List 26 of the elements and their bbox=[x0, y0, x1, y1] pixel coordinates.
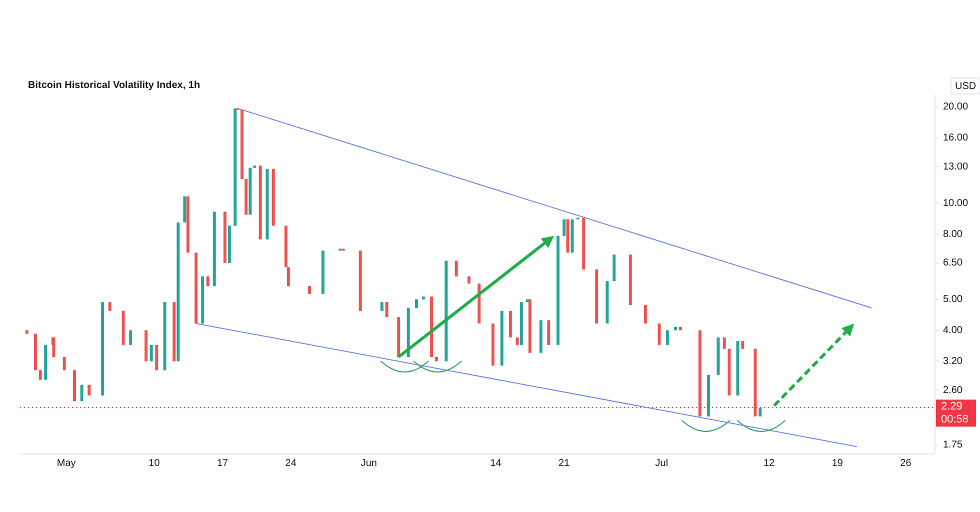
y-tick-label: 4.00 bbox=[942, 325, 963, 336]
y-tick-label: 6.50 bbox=[942, 258, 963, 269]
y-tick-label: 10.00 bbox=[942, 198, 968, 209]
y-tick-label: 2.60 bbox=[942, 384, 963, 396]
ref-line-label: 2.29 bbox=[940, 400, 962, 413]
y-tick-label: 16.00 bbox=[942, 132, 968, 144]
y-tick-label: 5.00 bbox=[942, 294, 963, 306]
x-tick-label: 24 bbox=[285, 458, 297, 469]
x-tick-label: 12 bbox=[763, 458, 776, 469]
y-axis-title: USD bbox=[954, 80, 976, 92]
x-tick-label: 21 bbox=[558, 458, 570, 469]
y-tick-label: 20.00 bbox=[942, 102, 968, 113]
x-tick-label: 19 bbox=[832, 458, 844, 469]
x-tick-label: 10 bbox=[148, 458, 160, 469]
text: 00:58 bbox=[940, 414, 969, 426]
x-tick-label: May bbox=[56, 458, 76, 469]
x-tick-label: Jul bbox=[655, 458, 668, 469]
x-tick-label: 26 bbox=[900, 458, 912, 469]
x-tick-label: 17 bbox=[216, 458, 229, 469]
y-tick-label: 1.75 bbox=[942, 440, 963, 451]
x-tick-label: 14 bbox=[490, 458, 502, 469]
y-tick-label: 3.20 bbox=[942, 356, 963, 367]
y-tick-label: 13.00 bbox=[942, 161, 968, 172]
y-tick-label: 8.00 bbox=[942, 228, 963, 240]
x-tick-label: Jun bbox=[360, 458, 377, 469]
chart-title: Bitcoin Historical Volatility Index, 1h bbox=[28, 80, 200, 91]
